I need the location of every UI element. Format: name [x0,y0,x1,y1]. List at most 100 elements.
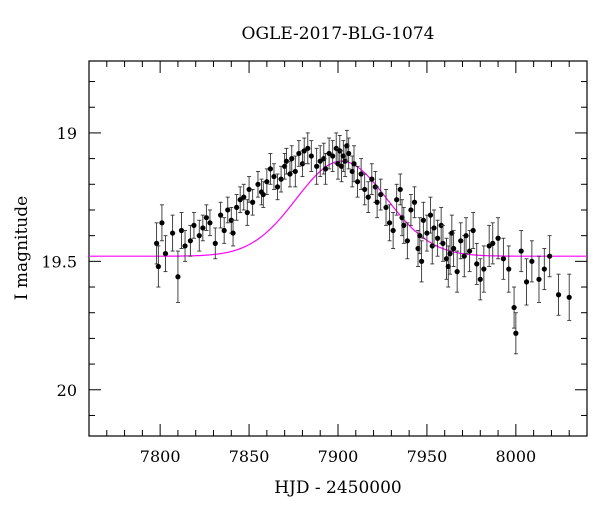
data-point [330,140,336,172]
data-point [260,181,266,208]
data-point [449,214,455,252]
data-point-marker [200,225,206,231]
data-point-marker [221,227,227,234]
data-point-marker [451,245,457,252]
data-point [308,140,314,172]
data-point [481,245,487,293]
x-tick-label: 7850 [229,447,270,466]
data-point [289,145,295,172]
data-point [369,163,375,196]
data-point-marker [234,204,240,211]
data-point [230,219,236,247]
x-tick-label: 8000 [495,447,536,466]
data-point-marker [490,240,496,246]
data-point-marker [467,248,473,254]
data-point [322,153,329,185]
data-point [399,199,405,237]
data-point-marker [408,207,414,213]
data-point [408,194,414,226]
data-point-marker [344,143,350,149]
data-point [390,212,396,249]
data-point [523,258,530,306]
data-point-marker [349,168,355,175]
data-point [221,217,227,244]
data-point-marker [555,292,562,298]
data-point-marker [159,220,165,226]
data-point [506,245,512,293]
data-point [454,250,460,293]
data-point-marker [225,207,231,213]
data-point [191,212,197,239]
data-point-marker [175,274,181,280]
data-point-marker [369,176,375,182]
data-point-marker [212,240,218,246]
data-point-marker [282,163,288,169]
data-point [541,248,547,291]
data-point-marker [495,235,501,241]
data-point-marker [458,238,464,244]
data-point-marker [278,176,284,182]
data-point [500,237,507,280]
data-point [566,273,572,321]
data-point [529,240,535,283]
data-point [486,224,492,267]
data-point-marker [321,156,327,162]
data-point [555,273,562,316]
data-point-marker [500,256,507,262]
data-point-marker [241,194,247,200]
data-point-marker [218,212,224,218]
data-point-marker [435,235,441,241]
data-point-marker [420,217,426,223]
data-point-marker [417,233,423,239]
data-point-marker [274,184,281,190]
data-point [344,129,350,162]
data-point-marker [246,186,252,193]
data-point [234,194,240,221]
data-point [178,212,185,249]
data-point-marker [463,233,469,239]
data-point [431,209,437,247]
data-point-marker [153,240,160,246]
data-point-marker [401,222,407,228]
data-point [411,186,418,219]
data-point-marker [230,230,236,236]
data-point-marker [518,248,524,254]
data-point [283,147,290,175]
data-point-marker [424,230,430,236]
data-point [250,188,256,216]
y-tick-label: 19 [57,124,77,143]
data-point-marker [461,253,467,259]
data-point-marker [427,212,434,218]
data-point-marker [390,227,396,234]
data-point [274,173,281,201]
data-point [354,165,361,198]
data-point [404,222,410,260]
data-point-marker [411,199,418,205]
axis-ticks [88,61,588,436]
data-point-marker [182,243,188,249]
data-point-marker [255,181,261,187]
data-point-marker [386,220,393,226]
data-point-marker [404,238,410,244]
data-point [244,199,250,226]
data-point-marker [481,266,487,272]
data-point [394,183,400,216]
data-point [296,140,302,167]
data-point [317,145,323,178]
data-point-marker [454,269,460,275]
data-point-marker [394,197,400,203]
x-tick-label: 7950 [407,447,448,466]
data-point [203,204,209,231]
data-point-marker [244,209,250,216]
data-point-marker [196,233,202,239]
data-point-marker [445,263,451,270]
data-point-marker [547,253,553,259]
chart-title: OGLE-2017-BLG-1074 [242,24,435,44]
data-point-marker [169,230,176,236]
data-point [305,132,311,165]
data-point-marker [340,153,346,159]
data-point [175,250,181,303]
data-point [518,230,524,273]
data-point-marker [322,166,329,172]
data-point-marker [529,258,535,264]
